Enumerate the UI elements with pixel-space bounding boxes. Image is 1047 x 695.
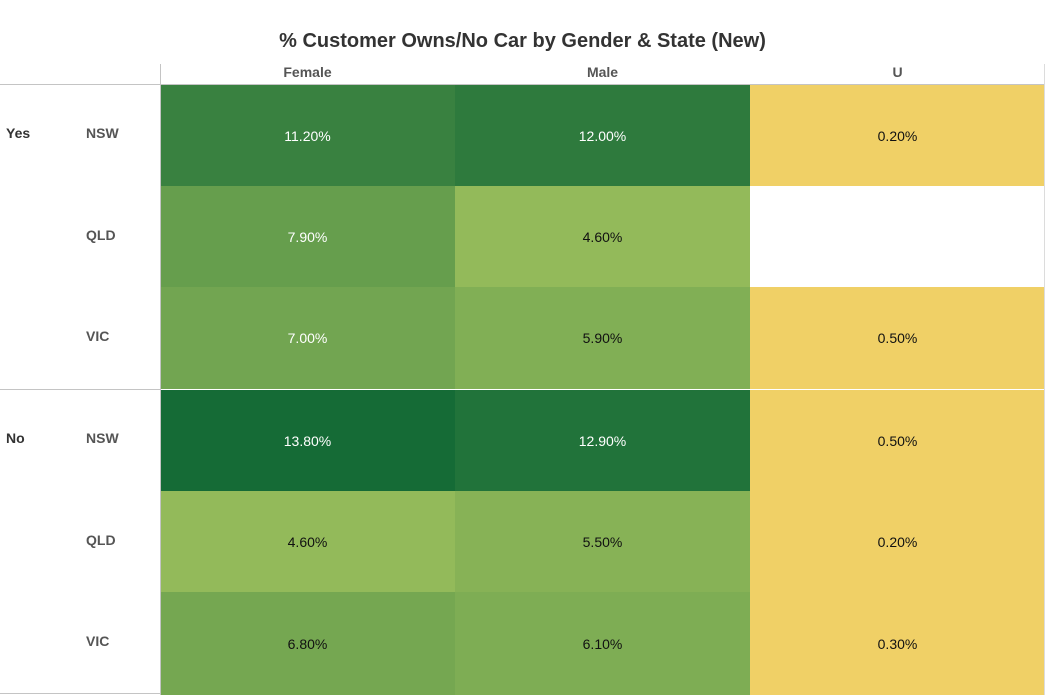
row-label-yes-vic: VIC (86, 328, 110, 344)
group-label-yes: Yes (6, 125, 31, 141)
heatmap-cell-no-qld-female: 4.60% (160, 491, 455, 592)
heatmap-cell-no-vic-female: 6.80% (160, 592, 455, 695)
column-header-male: Male (586, 64, 619, 80)
column-header-female: Female (283, 64, 332, 80)
group-label-no: No (6, 430, 25, 446)
row-label-no-nsw: NSW (86, 430, 119, 446)
group-divider (0, 389, 160, 390)
heatmap-cell-no-nsw-u: 0.50% (750, 390, 1045, 491)
heatmap-cell-no-qld-male: 5.50% (455, 491, 750, 592)
heatmap-cell-yes-vic-u: 0.50% (750, 287, 1045, 389)
heatmap-cell-no-qld-u: 0.20% (750, 491, 1045, 592)
row-header-divider (160, 64, 161, 695)
heatmap-cell-yes-nsw-male: 12.00% (455, 85, 750, 186)
column-header-u: U (892, 64, 903, 80)
chart-title: % Customer Owns/No Car by Gender & State… (279, 30, 766, 52)
heatmap-cell-yes-vic-female: 7.00% (160, 287, 455, 389)
row-label-yes-nsw: NSW (86, 125, 119, 141)
heatmap-cell-no-nsw-male: 12.90% (455, 390, 750, 491)
heatmap-cell-no-vic-u: 0.30% (750, 592, 1045, 695)
row-label-no-vic: VIC (86, 633, 110, 649)
row-label-yes-qld: QLD (86, 227, 116, 243)
heatmap-cell-yes-qld-male: 4.60% (455, 186, 750, 287)
right-border (1044, 64, 1045, 695)
heatmap-cell-no-nsw-female: 13.80% (160, 390, 455, 491)
heatmap-cell-yes-qld-u (750, 186, 1045, 287)
bottom-border (0, 693, 160, 694)
row-label-no-qld: QLD (86, 532, 116, 548)
heatmap-cell-no-vic-male: 6.10% (455, 592, 750, 695)
heatmap-cell-yes-nsw-female: 11.20% (160, 85, 455, 186)
heatmap-cell-yes-vic-male: 5.90% (455, 287, 750, 389)
heatmap-cell-yes-nsw-u: 0.20% (750, 85, 1045, 186)
heatmap-cell-yes-qld-female: 7.90% (160, 186, 455, 287)
header-divider (0, 84, 1045, 85)
